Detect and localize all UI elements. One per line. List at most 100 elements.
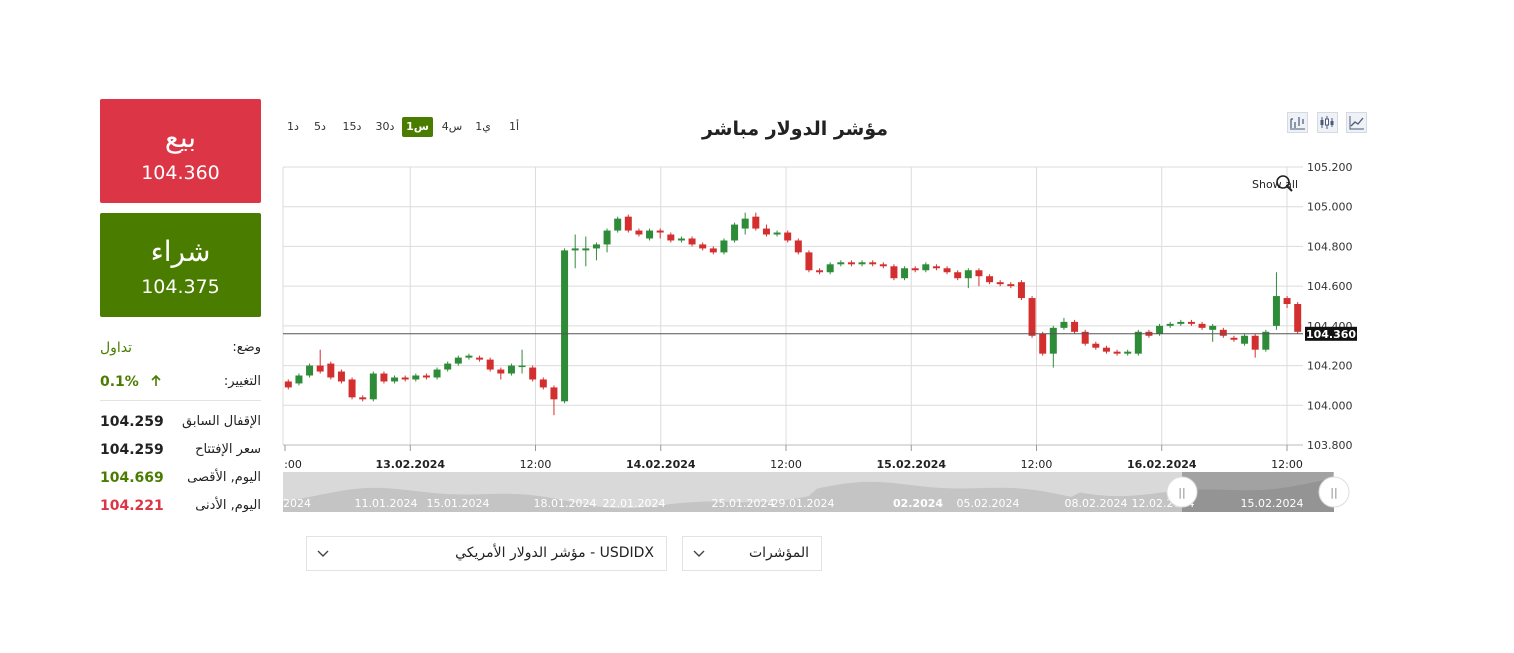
open-label: سعر الإفتتاح [195, 442, 261, 457]
candle-body [1071, 321, 1079, 332]
candle-body [1039, 333, 1047, 354]
indicators-select-value: المؤشرات [748, 545, 809, 561]
day-high-value: 104.669 [100, 470, 164, 486]
status-label: وضع: [232, 340, 261, 355]
timeframe-5m[interactable]: 5د [314, 120, 326, 133]
day-low-label: اليوم, الأدنى [195, 498, 261, 513]
candle-body [773, 232, 781, 235]
candle-body [720, 240, 728, 253]
line-chart-icon [1349, 116, 1364, 130]
timeframe-1y[interactable]: 1أ [508, 120, 520, 133]
candle-body [465, 355, 473, 358]
prev-close-row: الإقفال السابق 104.259 [100, 412, 261, 432]
navigator-selection [1182, 472, 1334, 512]
y-tick-label: 105.200 [1307, 161, 1353, 174]
candlestick-button[interactable] [1317, 112, 1338, 133]
candle-body [1017, 282, 1025, 299]
candle-body [529, 367, 537, 380]
candle-body [784, 232, 792, 241]
status-value: تداول [100, 340, 133, 356]
candle-body [412, 375, 420, 380]
navigator-label: 08.02.2024 [1065, 497, 1128, 510]
candle-body [1251, 335, 1259, 350]
x-tick-label: 12:00 [770, 458, 802, 471]
navigator-area [283, 478, 1334, 512]
candle-body [1007, 284, 1015, 287]
candle-body [507, 365, 515, 374]
candle-body [890, 266, 898, 279]
candle-body [901, 268, 909, 279]
candle-body [306, 365, 314, 376]
candle-body [454, 357, 462, 364]
candle-body [1272, 296, 1280, 326]
x-tick-label: 16.02.2024 [1127, 458, 1197, 471]
candle-body [391, 377, 399, 382]
timeframe-1h[interactable]: 1س [402, 117, 433, 137]
candle-body [422, 375, 430, 378]
navigator-left-handle[interactable]: || [1166, 476, 1198, 508]
candle-body [497, 369, 505, 374]
timeframe-1m[interactable]: 1د [287, 120, 299, 133]
navigator-right-handle[interactable]: || [1318, 476, 1350, 508]
navigator-label: 15.02.2024 [1241, 497, 1304, 510]
change-label: التغيير: [223, 374, 261, 389]
candle-body [805, 252, 813, 271]
x-tick-label: 13.02.2024 [375, 458, 445, 471]
candle-body [1262, 331, 1270, 350]
day-high-label: اليوم, الأقصى [187, 470, 261, 485]
compare-button[interactable] [1287, 112, 1308, 133]
candle-body [359, 397, 367, 400]
candle-body [667, 234, 675, 241]
prev-close-label: الإقفال السابق [182, 414, 261, 429]
timeframe-4h[interactable]: 4س [441, 120, 463, 133]
candle-body [1113, 351, 1121, 354]
candle-body [1081, 331, 1089, 344]
buy-button[interactable]: شراء 104.375 [100, 213, 261, 317]
candle-body [1166, 323, 1174, 326]
candle-body [635, 230, 643, 235]
navigator-label: 22.01.2024 [603, 497, 666, 510]
x-tick-label: 15.02.2024 [876, 458, 946, 471]
candle-body [1028, 298, 1036, 336]
candle-body [539, 379, 547, 388]
timeframe-30m[interactable]: 30د [375, 120, 395, 133]
handle-circle [1166, 476, 1198, 508]
candle-body [1219, 329, 1227, 336]
buy-price: 104.375 [141, 276, 220, 298]
open-row: سعر الإفتتاح 104.259 [100, 440, 261, 460]
sell-button[interactable]: بيع 104.360 [100, 99, 261, 203]
zoom-icon[interactable] [1276, 175, 1293, 192]
candle-body [518, 365, 526, 368]
candle-body [1049, 327, 1057, 354]
timeframe-1d[interactable]: 1ي [475, 120, 491, 133]
timeframe-15m[interactable]: 15د [342, 120, 362, 133]
candle-body [837, 262, 845, 265]
candle-body [911, 268, 919, 271]
instrument-select-value: USDIDX - مؤشر الدولار الأمريكي [455, 545, 654, 561]
line-chart-button[interactable] [1346, 112, 1367, 133]
candle-body [1294, 304, 1302, 332]
instrument-info-panel: وضع: تداول التغيير: 0.1% الإقفال السابق … [100, 338, 261, 528]
candle-body [741, 218, 749, 229]
candle-body [677, 238, 685, 241]
candle-body [1198, 323, 1206, 328]
candle-body [369, 373, 377, 400]
candle-body [582, 248, 590, 251]
y-tick-label: 104.600 [1307, 280, 1353, 293]
candle-body [1060, 321, 1068, 328]
day-low-row: اليوم, الأدنى 104.221 [100, 496, 261, 516]
candlestick-icon [1320, 116, 1334, 129]
candle-body [752, 216, 760, 229]
candle-body [1124, 351, 1132, 354]
candle-body [592, 244, 600, 249]
y-tick-label: 104.800 [1307, 240, 1353, 253]
candle-body [975, 270, 983, 277]
candle-body [1177, 321, 1185, 324]
chevron-down-icon [317, 550, 329, 557]
indicators-select[interactable]: المؤشرات [682, 536, 822, 571]
instrument-select[interactable]: USDIDX - مؤشر الدولار الأمريكي [306, 536, 667, 571]
candle-body [794, 240, 802, 253]
handle-grip-icon: || [1178, 486, 1185, 499]
candle-body [1209, 325, 1217, 330]
